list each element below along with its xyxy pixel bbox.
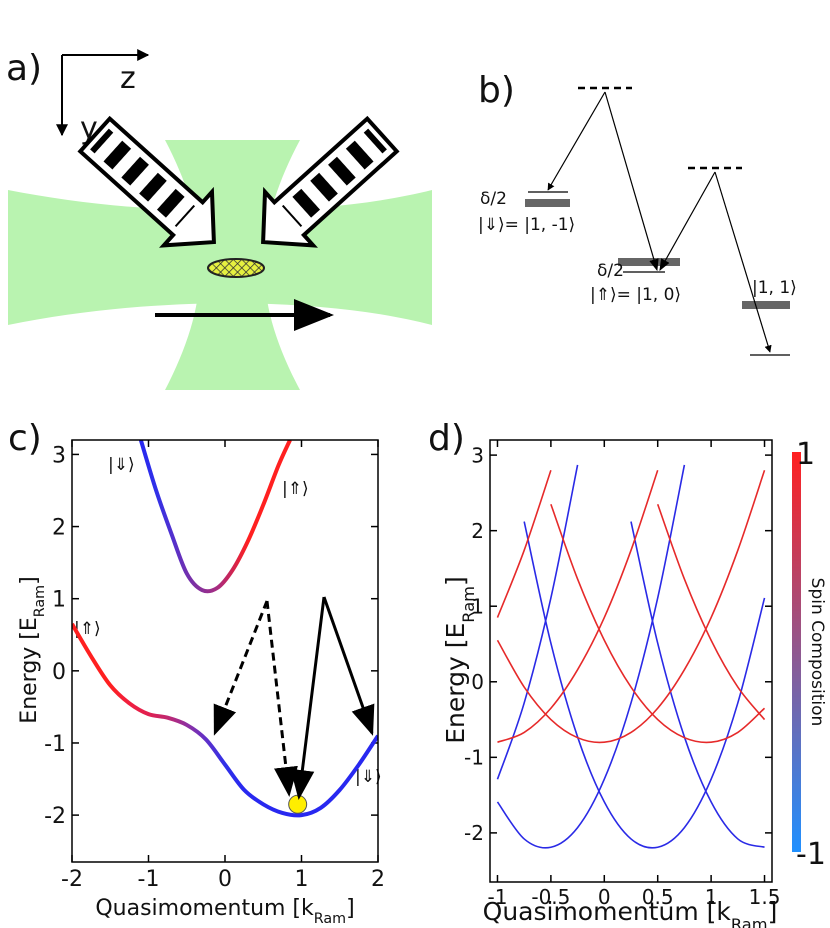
x-tick-label: 2 — [371, 867, 385, 892]
axis-label-end: ] — [346, 896, 355, 921]
band-curve — [656, 503, 766, 721]
colorbar — [792, 452, 801, 852]
transition-arrow — [659, 171, 716, 272]
band-curve — [523, 521, 766, 849]
colorbar-label: Spin Composition — [807, 578, 827, 727]
panel-label: c) — [8, 418, 42, 459]
x-tick-label: 1 — [705, 885, 718, 909]
axis-label-text: Quasimomentum [k — [95, 896, 314, 921]
raman-beam-arrow — [261, 115, 400, 248]
panel-label: b) — [478, 70, 515, 111]
y-tick-label: 3 — [52, 443, 66, 468]
transition-arrows — [213, 596, 375, 800]
plot-frame — [71, 439, 379, 863]
solid-arrow — [322, 596, 375, 736]
axis-label: Quasimomentum [kRam] — [95, 896, 354, 927]
state-annotation: |⇑⟩ — [282, 479, 309, 499]
raman-beam-arrow — [77, 115, 216, 248]
axis-label: Quasimomentum [kRam] — [483, 897, 778, 928]
axis-label-sub: Ram — [459, 586, 478, 623]
y-tick-label: 1 — [52, 588, 66, 613]
arrow-stripes — [281, 128, 387, 228]
band-curve — [72, 622, 378, 818]
axis-label: Energy [ERam] — [441, 576, 478, 744]
colorbar-tick-label: -1 — [796, 837, 826, 872]
band-curve — [497, 469, 659, 743]
state-label: |⇓⟩= |1, -1⟩ — [478, 215, 575, 235]
axis-label-text: Energy [E — [17, 617, 42, 724]
axis-label-text: Energy [E — [441, 623, 470, 744]
detuning-label: δ/2 — [597, 261, 624, 281]
x-tick-label: 1.5 — [749, 885, 781, 909]
arrow-stripes — [90, 128, 196, 228]
band-curve — [496, 469, 766, 744]
band-curve — [496, 464, 579, 780]
axis-label: Energy [ERam] — [17, 576, 48, 723]
x-tick-label: -2 — [61, 867, 83, 892]
x-tick-label: -0.5 — [531, 885, 570, 909]
y-tick-label: 0 — [471, 670, 484, 694]
x-tick-label: 0.5 — [642, 885, 674, 909]
y-tick-label: -2 — [464, 821, 484, 845]
transition-arrow — [604, 91, 659, 272]
state-annotation: |⇓⟩ — [355, 767, 382, 787]
state-label: |⇑⟩= |1, 0⟩ — [590, 285, 681, 305]
colorbar-tick-label: 1 — [796, 437, 815, 472]
axis-label-sub: Ram — [32, 585, 48, 617]
band-curve — [496, 469, 552, 618]
atom-marker — [288, 794, 308, 814]
x-tick-label: 1 — [295, 867, 309, 892]
y-tick-label: 2 — [52, 515, 66, 540]
y-tick-label: -1 — [44, 732, 66, 757]
solid-arrow — [290, 596, 326, 800]
band-curve — [496, 464, 686, 849]
band-curve — [550, 503, 766, 744]
axis-label-end: ] — [768, 897, 778, 926]
y-tick-label: -1 — [464, 746, 484, 770]
x-tick-label: 0 — [218, 867, 232, 892]
x-tick-label: -1 — [488, 885, 508, 909]
axis-label-sub: Ram — [314, 911, 346, 927]
y-tick-label: 3 — [471, 443, 484, 467]
band-curve — [630, 521, 765, 849]
dashed-arrow — [213, 600, 269, 736]
detuning-label: δ/2 — [480, 189, 507, 209]
axis-label-end: ] — [17, 576, 42, 585]
dashed-arrow — [265, 600, 298, 797]
y-tick-label: 1 — [471, 594, 484, 618]
state-label: |1, 1⟩ — [752, 278, 797, 298]
x-tick-label: -1 — [138, 867, 160, 892]
state-annotation: |⇑⟩ — [74, 619, 101, 639]
state-annotation: |⇓⟩ — [108, 455, 135, 475]
panel-label: a) — [6, 48, 42, 89]
transition-arrow — [714, 171, 772, 353]
axis-label: z — [120, 61, 136, 96]
axis-label-text: Quasimomentum [k — [483, 897, 732, 926]
y-tick-label: -2 — [44, 804, 66, 829]
panel-label: d) — [428, 418, 465, 459]
y-tick-label: 0 — [52, 660, 66, 685]
transition-arrow — [547, 91, 606, 191]
axis-label-end: ] — [441, 576, 470, 586]
x-tick-label: 0 — [598, 885, 611, 909]
y-tick-label: 2 — [471, 519, 484, 543]
plot-frame — [489, 439, 773, 883]
atom-cloud — [207, 258, 265, 278]
band-curve — [138, 440, 292, 594]
axis-label-sub: Ram — [731, 915, 768, 928]
